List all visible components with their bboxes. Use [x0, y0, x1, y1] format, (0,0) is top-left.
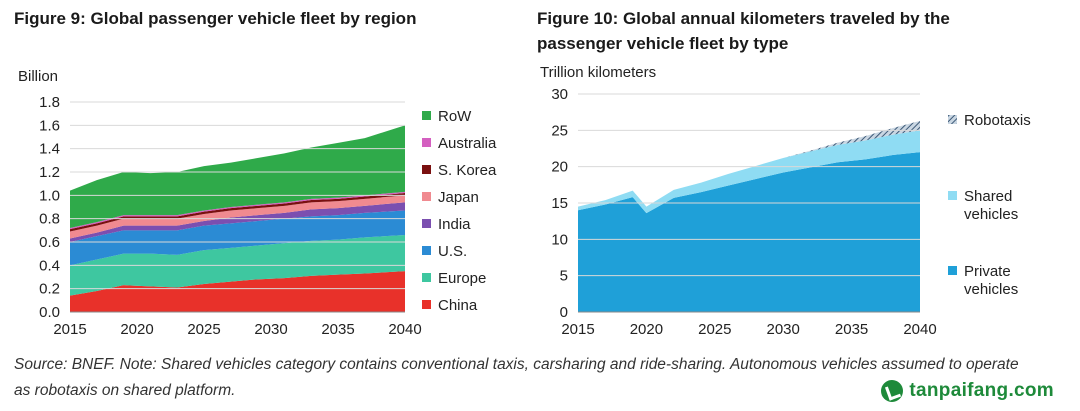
- logo-text: tanpaifang.com: [909, 380, 1054, 401]
- fig10-x-tick-label: 2030: [767, 321, 800, 338]
- fig9-legend-swatch-japan: [422, 192, 431, 201]
- fig10-legend-swatch-private-vehicles: [948, 266, 957, 275]
- fig10-y-tick-label: 30: [551, 86, 568, 103]
- fig9-y-tick-label: 0.2: [39, 281, 60, 298]
- fig10-legend-label-private-vehicles: Private: [964, 263, 1011, 280]
- fig10-legend-label-robotaxis: Robotaxis: [964, 112, 1031, 129]
- fig9-x-tick-label: 2030: [254, 321, 287, 338]
- fig9-legend-label-china: China: [438, 297, 478, 314]
- fig9-y-tick-label: 0.0: [39, 304, 60, 321]
- fig9-legend-swatch-australia: [422, 138, 431, 147]
- fig10-y-tick-label: 15: [551, 195, 568, 212]
- fig9-legend-swatch-u-s: [422, 246, 431, 255]
- fig9-y-tick-label: 1.0: [39, 187, 60, 204]
- fig9-legend-swatch-india: [422, 219, 431, 228]
- fig9-x-tick-label: 2015: [53, 321, 86, 338]
- fig9-legend-label-india: India: [438, 216, 471, 233]
- fig9-y-tick-label: 1.8: [39, 94, 60, 111]
- fig9-y-tick-label: 1.2: [39, 164, 60, 181]
- fig9-area-row: [70, 125, 405, 228]
- figure-9-chart: 0.0 0.2 0.4 0.6 0.8 1.0 1.2 1.4 1.6 1.8 2015 2020 20…: [39, 94, 497, 338]
- fig9-legend-swatch-europe: [422, 273, 431, 282]
- fig10-x-tick-label: 2020: [630, 321, 663, 338]
- fig9-area-u-s: [70, 210, 405, 266]
- fig9-x-tick-label: 2035: [321, 321, 354, 338]
- fig10-y-tick-label: 20: [551, 159, 568, 176]
- fig9-area-china: [70, 271, 405, 312]
- fig9-y-tick-label: 0.6: [39, 234, 60, 251]
- fig10-legend-label-private-vehicles: vehicles: [964, 281, 1018, 298]
- fig10-legend-label-shared-vehicles: vehicles: [964, 206, 1018, 223]
- figure-10-title: Figure 10: Global annual kilometers trav…: [537, 9, 950, 53]
- fig9-legend-swatch-s-korea: [422, 165, 431, 174]
- fig9-legend-swatch-row: [422, 111, 431, 120]
- fig10-y-tick-label: 5: [560, 268, 568, 285]
- fig9-legend-label-s-korea: S. Korea: [438, 162, 497, 179]
- fig9-y-tick-label: 0.4: [39, 257, 60, 274]
- fig10-x-tick-label: 2015: [561, 321, 594, 338]
- source-note: Source: BNEF. Note: Shared vehicles cate…: [14, 356, 1019, 399]
- fig9-y-tick-label: 0.8: [39, 211, 60, 228]
- figure-10-unit-label: Trillion kilometers: [540, 64, 657, 81]
- figure-9-title: Figure 9: Global passenger vehicle fleet…: [14, 9, 417, 28]
- figure-9-unit-label: Billion: [18, 68, 59, 85]
- fig10-legend-swatch-robotaxis: [948, 115, 957, 124]
- fig9-y-tick-label: 1.6: [39, 117, 60, 134]
- leaf-check-icon: [881, 380, 904, 402]
- fig9-area-india: [70, 202, 405, 242]
- fig9-area-s-korea: [70, 193, 405, 232]
- fig9-x-tick-label: 2025: [187, 321, 220, 338]
- fig9-y-tick-label: 1.4: [39, 141, 60, 158]
- fig9-legend-label-europe: Europe: [438, 270, 486, 287]
- fig9-legend-label-japan: Japan: [438, 189, 479, 206]
- fig10-y-tick-label: 0: [560, 304, 568, 321]
- fig10-legend-label-shared-vehicles: Shared: [964, 188, 1012, 205]
- fig10-y-tick-label: 10: [551, 231, 568, 248]
- fig10-x-tick-label: 2035: [835, 321, 868, 338]
- fig9-legend-label-u-s: U.S.: [438, 243, 467, 260]
- fig9-legend-label-row: RoW: [438, 108, 472, 125]
- fig9-legend-label-australia: Australia: [438, 135, 497, 152]
- fig10-x-tick-label: 2025: [698, 321, 731, 338]
- fig10-area-shared-vehicles: [578, 130, 920, 214]
- fig9-x-tick-label: 2040: [388, 321, 421, 338]
- fig10-x-tick-label: 2040: [903, 321, 936, 338]
- fig9-legend-swatch-china: [422, 300, 431, 309]
- fig9-area-japan: [70, 195, 405, 239]
- fig10-y-tick-label: 25: [551, 122, 568, 139]
- fig9-x-tick-label: 2020: [120, 321, 153, 338]
- site-logo[interactable]: tanpaifang.com: [881, 380, 1054, 402]
- fig10-area-private-vehicles: [578, 152, 920, 312]
- fig10-legend-swatch-shared-vehicles: [948, 191, 957, 200]
